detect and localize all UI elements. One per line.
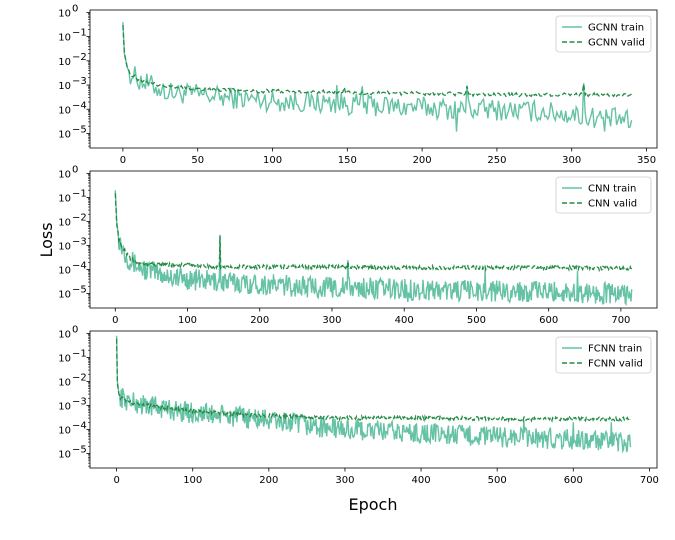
x-tick-label: 400 <box>395 315 414 326</box>
legend-box <box>555 176 652 214</box>
series-line-cnn-train <box>114 190 633 307</box>
y-tick-exponent: −4 <box>72 421 87 432</box>
y-tick-exponent: −2 <box>72 52 87 63</box>
y-tick-exponent: −2 <box>72 212 87 223</box>
legend-label: CNN train <box>588 184 636 195</box>
legend-box <box>555 336 652 374</box>
legend-label: FCNN train <box>588 344 642 355</box>
y-tick-label: 10 <box>58 33 71 44</box>
x-tick-label: 700 <box>611 315 630 326</box>
legend: FCNN train FCNN valid <box>555 336 652 374</box>
y-tick-exponent: −1 <box>72 188 87 199</box>
y-tick-exponent: 0 <box>72 3 78 14</box>
plot-frame <box>89 170 658 309</box>
x-tick-label: 0 <box>113 475 119 486</box>
x-tick-label: 50 <box>191 155 204 166</box>
x-tick-label: 0 <box>120 155 126 166</box>
y-tick-label: 10 <box>58 169 71 180</box>
legend-label: GCNN valid <box>588 38 645 49</box>
y-tick-label: 10 <box>58 329 71 340</box>
x-tick-label: 350 <box>637 155 656 166</box>
x-tick-label: 700 <box>640 475 659 486</box>
y-tick-label: 10 <box>58 402 71 413</box>
y-tick-label: 10 <box>58 129 71 140</box>
legend: CNN train CNN valid <box>555 176 652 214</box>
legend: GCNN train GCNN valid <box>555 15 652 53</box>
series-line-cnn-valid <box>114 193 633 273</box>
x-axis-title: Epoch <box>349 495 398 514</box>
x-tick-label: 100 <box>263 155 282 166</box>
legend-label: CNN valid <box>588 199 637 210</box>
plot-frame <box>89 9 658 149</box>
x-tick-label: 300 <box>322 315 341 326</box>
y-tick-label: 10 <box>58 193 71 204</box>
x-tick-label: 200 <box>250 315 269 326</box>
y-tick-label: 10 <box>58 8 71 19</box>
y-tick-exponent: −1 <box>72 348 87 359</box>
legend-label: GCNN train <box>588 23 644 34</box>
series-line-gcnn-train <box>122 22 633 132</box>
y-tick-exponent: −5 <box>72 285 87 296</box>
series-line-fcnn-valid <box>115 338 631 424</box>
y-tick-label: 10 <box>58 266 71 277</box>
y-tick-exponent: 0 <box>72 164 78 175</box>
y-tick-exponent: −1 <box>72 28 87 39</box>
y-tick-exponent: −4 <box>72 261 87 272</box>
series-line-gcnn-valid <box>122 25 632 99</box>
plot-frame <box>89 330 658 469</box>
x-tick-label: 500 <box>467 315 486 326</box>
x-tick-label: 0 <box>112 315 118 326</box>
y-tick-exponent: −3 <box>72 237 87 248</box>
y-tick-exponent: −5 <box>72 445 87 456</box>
y-tick-label: 10 <box>58 242 71 253</box>
x-tick-label: 300 <box>562 155 581 166</box>
x-tick-label: 200 <box>259 475 278 486</box>
series-line-fcnn-train <box>115 335 632 454</box>
y-tick-label: 10 <box>58 57 71 68</box>
y-tick-label: 10 <box>58 377 71 388</box>
x-tick-label: 600 <box>539 315 558 326</box>
x-tick-label: 300 <box>335 475 354 486</box>
y-tick-exponent: −2 <box>72 372 87 383</box>
x-tick-label: 600 <box>564 475 583 486</box>
y-tick-label: 10 <box>58 105 71 116</box>
x-tick-label: 100 <box>178 315 197 326</box>
y-tick-exponent: 0 <box>72 324 78 335</box>
y-tick-label: 10 <box>58 290 71 301</box>
y-tick-exponent: −3 <box>72 76 87 87</box>
x-tick-label: 150 <box>338 155 357 166</box>
y-tick-label: 10 <box>58 450 71 461</box>
x-tick-label: 200 <box>413 155 432 166</box>
y-tick-label: 10 <box>58 353 71 364</box>
y-tick-label: 10 <box>58 426 71 437</box>
y-tick-exponent: −3 <box>72 397 87 408</box>
x-tick-label: 250 <box>487 155 506 166</box>
legend-label: FCNN valid <box>588 359 643 370</box>
y-tick-label: 10 <box>58 217 71 228</box>
x-tick-label: 500 <box>488 475 507 486</box>
y-tick-exponent: −5 <box>72 124 87 135</box>
x-tick-label: 400 <box>412 475 431 486</box>
y-axis-title: Loss <box>37 222 56 257</box>
y-tick-exponent: −4 <box>72 100 87 111</box>
y-tick-label: 10 <box>58 81 71 92</box>
legend-box <box>555 15 652 53</box>
x-tick-label: 100 <box>183 475 202 486</box>
